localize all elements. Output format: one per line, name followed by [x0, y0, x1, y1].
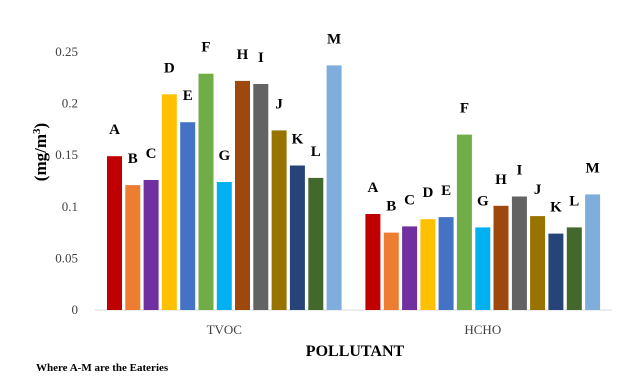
bar-label-i: I	[516, 163, 522, 179]
bar-label-h: H	[237, 47, 249, 63]
bar-label-l: L	[311, 144, 321, 160]
footnote: Where A-M are the Eateries	[36, 362, 169, 374]
bar-label-b: B	[386, 199, 396, 215]
bar-hcho-m	[585, 194, 601, 310]
bar-label-a: A	[109, 122, 120, 138]
y-tick-label: 0.15	[55, 147, 78, 162]
bar-hcho-d	[420, 219, 436, 310]
bar-hcho-k	[548, 233, 564, 310]
bar-label-d: D	[164, 60, 175, 76]
bar-hcho-g	[475, 227, 491, 310]
bars	[107, 65, 601, 311]
bar-tvoc-m	[326, 65, 342, 311]
bar-label-m: M	[327, 31, 341, 47]
bar-tvoc-e	[180, 122, 196, 310]
x-axis-label: POLLUTANT	[306, 343, 405, 360]
bar-tvoc-j	[271, 130, 287, 310]
bar-tvoc-b	[125, 185, 141, 310]
bar-label-e: E	[183, 88, 193, 104]
bar-label-c: C	[404, 192, 415, 208]
bar-label-f: F	[201, 40, 210, 56]
bar-hcho-a	[365, 214, 381, 310]
bar-tvoc-h	[235, 80, 250, 311]
bar-tvoc-k	[289, 165, 305, 310]
bar-hcho-c	[402, 226, 418, 310]
y-tick-label: 0.2	[62, 96, 78, 111]
bar-hcho-l	[566, 227, 582, 310]
y-tick-label: 0.05	[55, 250, 78, 265]
bar-label-k: K	[292, 132, 304, 148]
bar-label-l: L	[569, 193, 579, 209]
bar-hcho-b	[383, 232, 399, 310]
bar-tvoc-a	[107, 156, 122, 310]
bar-tvoc-g	[216, 182, 232, 310]
bar-hcho-j	[530, 216, 546, 310]
bar-tvoc-d	[161, 94, 177, 310]
y-axis-label: (mg/m3)	[31, 123, 50, 181]
bar-label-a: A	[367, 180, 378, 196]
bar-label-d: D	[422, 185, 433, 201]
bar-tvoc-i	[253, 84, 269, 310]
bar-label-b: B	[128, 151, 138, 167]
bar-label-g: G	[218, 148, 230, 164]
bar-label-e: E	[441, 183, 451, 199]
bar-label-m: M	[586, 160, 600, 176]
category-label: HCHO	[464, 322, 501, 337]
bar-hcho-f	[456, 134, 472, 310]
bar-label-g: G	[477, 193, 489, 209]
bar-label-i: I	[258, 50, 264, 66]
bar-label-f: F	[460, 101, 469, 117]
bar-tvoc-f	[198, 73, 214, 310]
y-tick-label: 0	[72, 302, 79, 317]
bar-label-j: J	[534, 182, 542, 198]
bar-label-j: J	[275, 96, 283, 112]
bar-label-h: H	[495, 172, 507, 188]
bar-hcho-h	[493, 205, 509, 310]
bar-label-c: C	[146, 146, 157, 162]
bar-hcho-i	[511, 196, 527, 310]
bar-tvoc-c	[143, 180, 159, 310]
bar-hcho-e	[438, 217, 454, 310]
bar-label-k: K	[550, 200, 562, 216]
y-axis-ticks: 0 0.05 0.1 0.15 0.2 0.25	[55, 44, 78, 317]
y-tick-label: 0.25	[55, 44, 78, 59]
bar-tvoc-l	[308, 177, 324, 310]
category-labels: TVOC HCHO	[207, 322, 502, 337]
category-label: TVOC	[207, 322, 242, 337]
y-tick-label: 0.1	[62, 199, 78, 214]
